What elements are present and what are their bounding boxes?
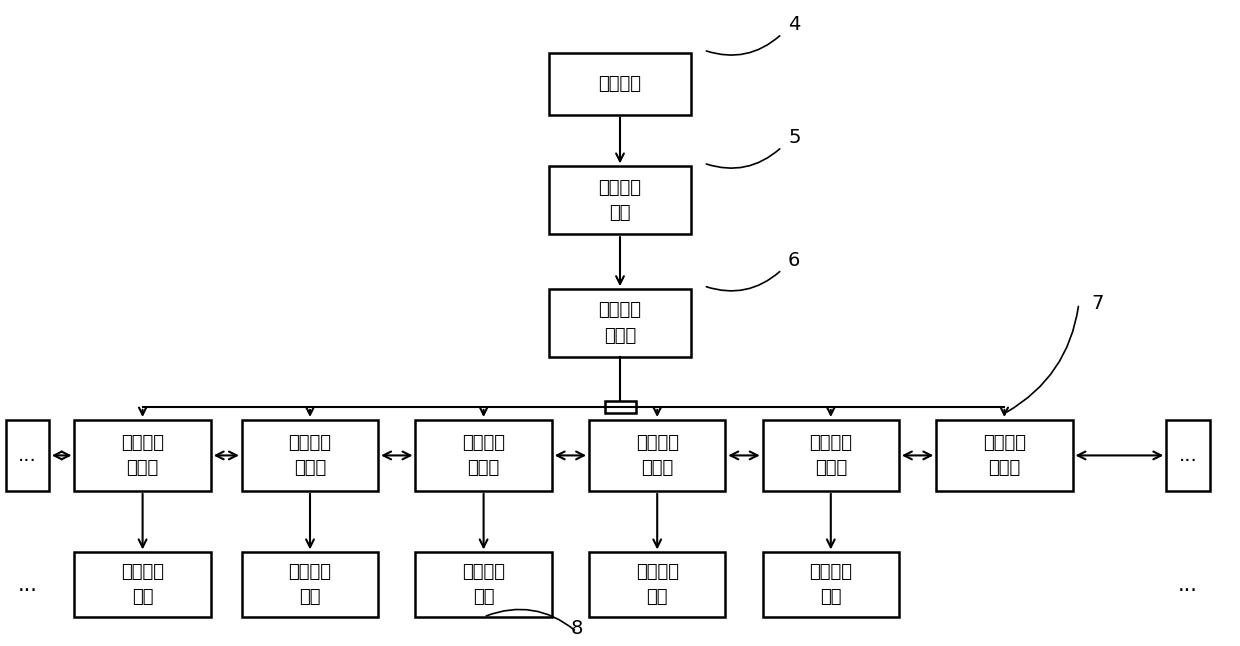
Text: 移动架控
制模块: 移动架控 制模块 [810, 434, 852, 477]
Bar [549, 53, 692, 114]
Text: 主控模块: 主控模块 [599, 75, 641, 93]
Text: 7: 7 [1091, 294, 1104, 313]
Bar [763, 552, 899, 617]
Text: 硬件检测
装置: 硬件检测 装置 [810, 563, 852, 606]
Bar [74, 420, 211, 491]
Text: 5: 5 [789, 128, 801, 147]
Bar [763, 420, 899, 491]
Bar [74, 552, 211, 617]
Text: 6: 6 [789, 251, 800, 270]
Text: 硬件检测
装置: 硬件检测 装置 [636, 563, 678, 606]
Bar [589, 420, 725, 491]
Bar [549, 166, 692, 234]
Text: ...: ... [17, 446, 37, 465]
Bar [415, 552, 552, 617]
Text: 硬件检测
装置: 硬件检测 装置 [122, 563, 164, 606]
Bar [589, 552, 725, 617]
Text: 4: 4 [789, 15, 800, 34]
Bar [936, 420, 1073, 491]
Text: 移动架控
制模块: 移动架控 制模块 [289, 434, 331, 477]
Bar [1166, 420, 1210, 491]
Bar [549, 289, 692, 357]
Text: 硬件检测
装置: 硬件检测 装置 [289, 563, 331, 606]
Bar [5, 420, 50, 491]
Text: 移动架控
制模块: 移动架控 制模块 [463, 434, 505, 477]
Text: ...: ... [1178, 575, 1198, 594]
Text: ...: ... [17, 575, 37, 594]
Text: 运动策略
模块: 运动策略 模块 [599, 179, 641, 222]
Text: 硬件检测
装置: 硬件检测 装置 [463, 563, 505, 606]
Bar [605, 401, 635, 413]
Bar [242, 552, 378, 617]
Text: 移动架控
制模块: 移动架控 制模块 [122, 434, 164, 477]
Text: 移动架控
制模块: 移动架控 制模块 [636, 434, 678, 477]
Text: ...: ... [1178, 446, 1198, 465]
Bar [242, 420, 378, 491]
Bar [415, 420, 552, 491]
Text: 移动架控
制模块: 移动架控 制模块 [983, 434, 1025, 477]
Text: 8: 8 [570, 620, 583, 638]
Text: 多通道检
测模块: 多通道检 测模块 [599, 302, 641, 344]
